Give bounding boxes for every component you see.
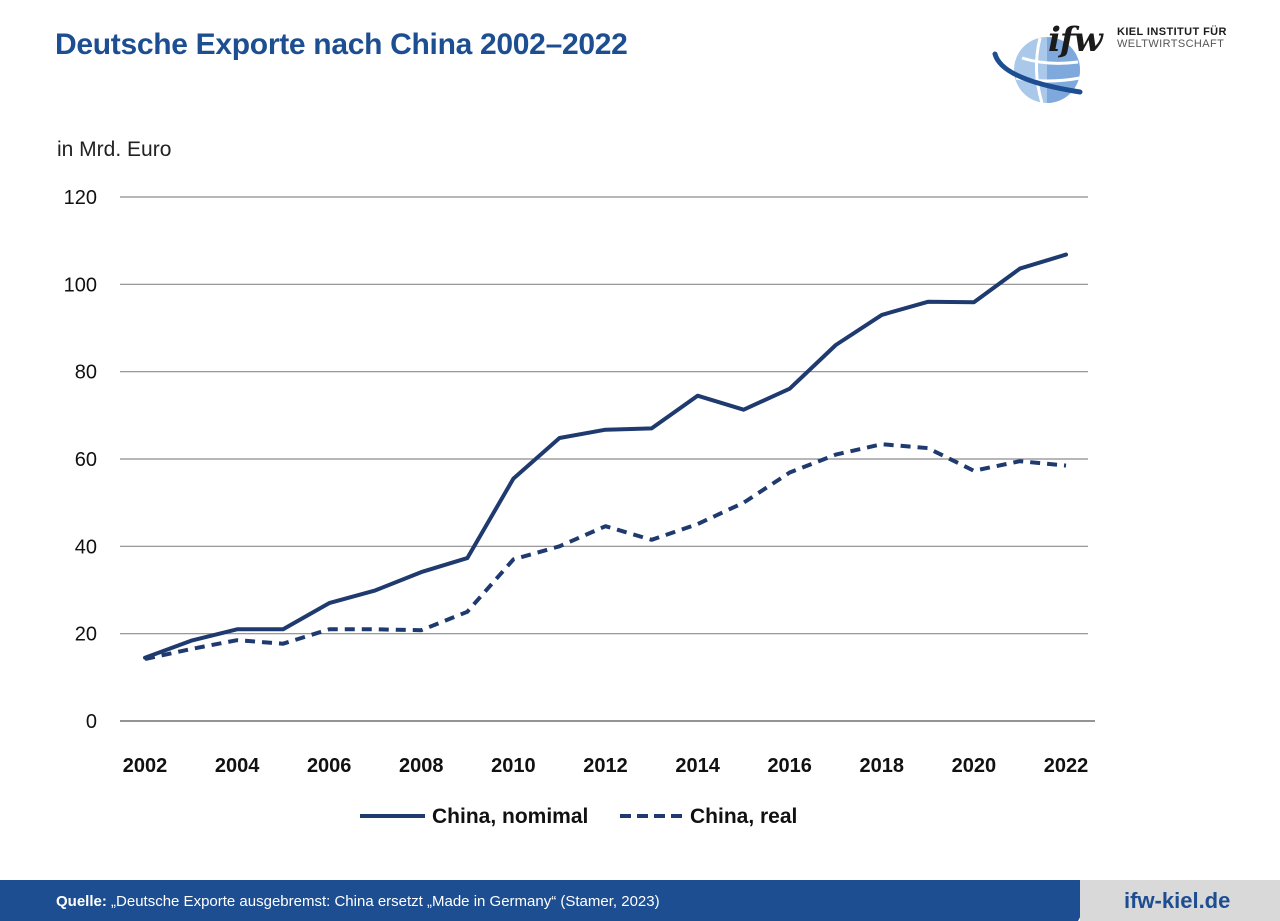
logo-line-1: KIEL INSTITUT FÜR xyxy=(1117,26,1227,38)
x-tick-label: 2008 xyxy=(399,755,444,777)
source-label: Quelle: xyxy=(56,893,107,910)
chart-title: Deutsche Exporte nach China 2002–2022 xyxy=(55,28,628,61)
x-tick-label: 2004 xyxy=(215,755,260,777)
x-tick-label: 2006 xyxy=(307,755,352,777)
footer-site-band xyxy=(1080,880,1280,921)
y-tick-label: 100 xyxy=(64,274,97,296)
y-axis-unit-label: in Mrd. Euro xyxy=(57,138,172,161)
x-tick-label: 2022 xyxy=(1044,755,1089,777)
series-line-nominal xyxy=(143,252,1068,660)
source-text: „Deutsche Exporte ausgebremst: China ers… xyxy=(106,893,660,910)
legend-label: China, nomimal xyxy=(432,805,588,828)
y-tick-label: 20 xyxy=(75,624,97,646)
y-tick-label: 0 xyxy=(86,711,97,733)
line-chart: 0 20 40 60 80 100 120 2002 2004 2006 2008 2010 2012 2… xyxy=(64,187,1095,828)
logo-institute-name: KIEL INSTITUT FÜR WELTWIRTSCHAFT xyxy=(1117,26,1227,50)
x-tick-label: 2002 xyxy=(123,755,168,777)
legend-label: China, real xyxy=(690,805,797,828)
x-tick-label: 2016 xyxy=(767,755,812,777)
ifw-logo: ifw KIEL INSTITUT FÜR WELTWIRTSCHAFT xyxy=(992,18,1252,113)
series-line-real xyxy=(144,442,1067,661)
source-note: Quelle: „Deutsche Exporte ausgebremst: C… xyxy=(56,893,660,910)
globe-icon xyxy=(992,37,1083,104)
y-tick-label: 60 xyxy=(75,449,97,471)
x-tick-label: 2014 xyxy=(675,755,720,777)
website-link[interactable]: ifw-kiel.de xyxy=(1124,888,1231,913)
footer-bar: Quelle: „Deutsche Exporte ausgebremst: C… xyxy=(0,880,1280,921)
y-tick-label: 120 xyxy=(64,187,97,209)
x-tick-label: 2018 xyxy=(860,755,905,777)
logo-wordmark: ifw xyxy=(1048,20,1103,60)
y-tick-label: 40 xyxy=(75,536,97,558)
x-tick-label: 2010 xyxy=(491,755,536,777)
y-tick-label: 80 xyxy=(75,362,97,384)
footer-source-band xyxy=(0,880,1100,921)
x-tick-label: 2012 xyxy=(583,755,628,777)
x-tick-label: 2020 xyxy=(952,755,997,777)
logo-line-2: WELTWIRTSCHAFT xyxy=(1117,38,1225,50)
